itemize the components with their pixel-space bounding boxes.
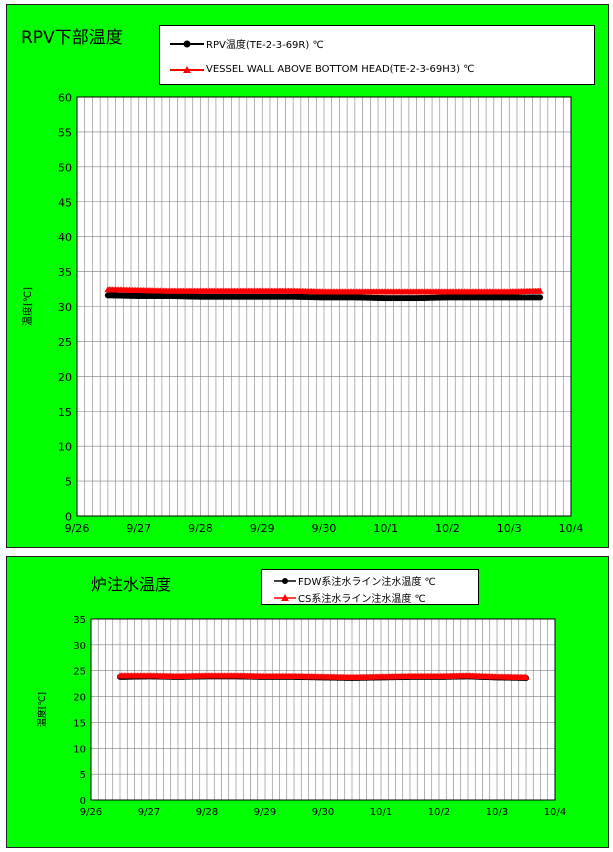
- legend-label: VESSEL WALL ABOVE BOTTOM HEAD(TE-2-3-69H…: [206, 64, 475, 75]
- y-tick-label: 5: [80, 770, 86, 781]
- y-axis-label: 温度[℃]: [21, 287, 34, 326]
- x-tick-label: 9/29: [254, 807, 276, 818]
- chart-legend: RPV温度(TE-2-3-69R) ℃ VESSEL WALL ABOVE BO…: [159, 25, 595, 85]
- x-tick-label: 10/4: [544, 807, 566, 818]
- data-point: [522, 673, 530, 680]
- legend-line-circle-icon: [274, 577, 296, 584]
- y-axis-label: 温度[℃]: [36, 692, 48, 727]
- legend-line-triangle-icon: [170, 65, 204, 73]
- legend-item-fdw: FDW系注水ライン注水温度 ℃: [262, 573, 436, 588]
- legend-item-rpv: RPV温度(TE-2-3-69R) ℃: [160, 36, 324, 51]
- data-point: [536, 287, 544, 294]
- x-tick-label: 10/1: [370, 807, 392, 818]
- y-tick-label: 10: [73, 744, 86, 755]
- chart-legend: FDW系注水ライン注水温度 ℃ CS系注水ライン注水温度 ℃: [261, 569, 479, 605]
- y-tick-label: 15: [73, 718, 86, 729]
- y-tick-label: 30: [73, 641, 86, 652]
- chart-title: RPV下部温度: [21, 28, 123, 48]
- legend-label: FDW系注水ライン注水温度 ℃: [298, 577, 436, 588]
- y-tick-label: 0: [80, 796, 86, 807]
- legend-label: CS系注水ライン注水温度 ℃: [298, 594, 426, 605]
- x-tick-label: 9/28: [196, 807, 218, 818]
- legend-line-circle-icon: [170, 40, 204, 47]
- x-tick-label: 9/27: [138, 807, 160, 818]
- x-tick-label: 9/30: [312, 807, 334, 818]
- y-tick-label: 25: [58, 336, 72, 349]
- x-tick-label: 10/4: [559, 522, 584, 535]
- legend-item-cs: CS系注水ライン注水温度 ℃: [262, 590, 426, 605]
- legend-item-vessel-wall: VESSEL WALL ABOVE BOTTOM HEAD(TE-2-3-69H…: [160, 64, 474, 75]
- y-tick-label: 20: [73, 693, 86, 704]
- y-tick-label: 60: [58, 92, 72, 105]
- x-tick-label: 10/1: [373, 522, 398, 535]
- y-tick-label: 5: [65, 476, 72, 489]
- y-tick-label: 10: [58, 441, 72, 454]
- x-tick-label: 9/30: [312, 522, 337, 535]
- x-tick-label: 10/3: [497, 522, 522, 535]
- chart-title: 炉注水温度: [91, 575, 172, 594]
- x-tick-label: 9/27: [126, 522, 151, 535]
- y-tick-label: 50: [58, 161, 72, 174]
- y-tick-label: 55: [58, 126, 72, 139]
- y-tick-label: 30: [58, 301, 72, 314]
- y-tick-label: 15: [58, 406, 72, 419]
- plot-border: [90, 618, 556, 801]
- rpv-temperature-plot: 0 5 10 15 20 25 30 35 40 45 50 55 60 9/26 9/27 9/28 9/29…: [21, 92, 584, 536]
- y-tick-label: 45: [58, 196, 72, 209]
- x-tick-label: 9/26: [80, 807, 102, 818]
- x-tick-label: 9/29: [250, 522, 275, 535]
- y-tick-label: 40: [58, 231, 72, 244]
- injection-water-temperature-chart: 0 5 10 15 20 25 30 35 9/26 9/27 9/28 9/29 9/30 10/1 10…: [6, 556, 609, 848]
- rpv-temperature-chart: 0 5 10 15 20 25 30 35 40 45 50 55 60 9/26 9/27 9/28 9/29…: [6, 4, 609, 548]
- x-tick-label: 9/28: [188, 522, 213, 535]
- plot-border: [76, 96, 572, 517]
- y-tick-label: 20: [58, 371, 72, 384]
- data-point: [537, 294, 544, 301]
- y-tick-label: 35: [58, 266, 72, 279]
- legend-label: RPV温度(TE-2-3-69R) ℃: [206, 40, 324, 51]
- x-tick-label: 10/3: [486, 807, 508, 818]
- y-tick-label: 0: [65, 511, 72, 524]
- x-tick-label: 9/26: [65, 522, 90, 535]
- injection-water-temperature-plot: 0 5 10 15 20 25 30 35 9/26 9/27 9/28 9/29 9/30 10/1 10…: [36, 615, 566, 818]
- x-tick-label: 10/2: [428, 807, 450, 818]
- legend-line-triangle-icon: [274, 593, 296, 601]
- y-tick-label: 35: [73, 615, 86, 626]
- x-tick-label: 10/2: [435, 522, 460, 535]
- y-tick-label: 25: [73, 667, 86, 678]
